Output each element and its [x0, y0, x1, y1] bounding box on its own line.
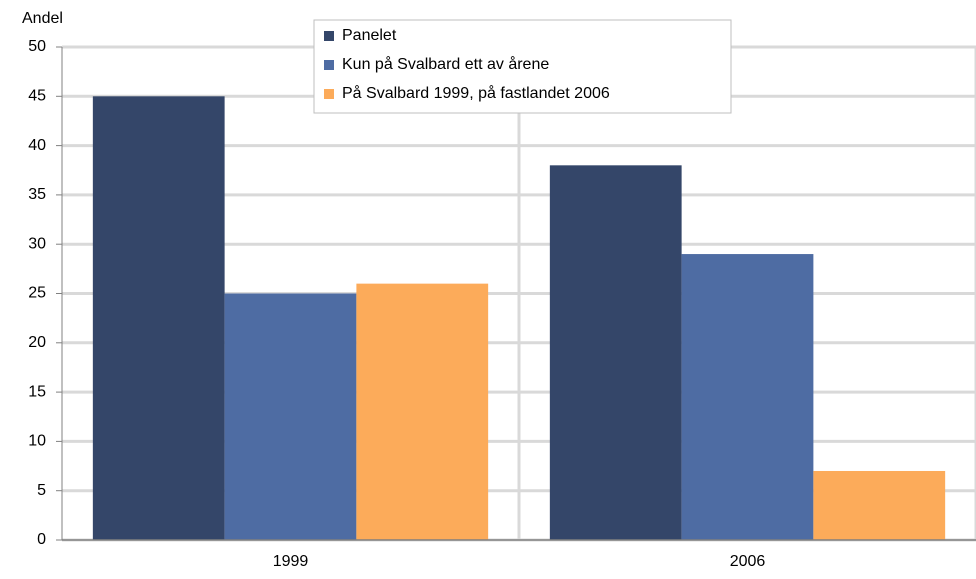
bar — [92, 96, 225, 541]
bar — [224, 293, 357, 540]
y-tick-label: 10 — [28, 433, 46, 450]
y-tick-label: 50 — [28, 38, 46, 55]
y-tick-label: 5 — [37, 482, 46, 499]
legend-label: På Svalbard 1999, på fastlandet 2006 — [342, 84, 610, 102]
y-tick-label: 0 — [37, 531, 46, 548]
y-tick-label: 15 — [28, 383, 46, 400]
y-tick-label: 30 — [28, 235, 46, 252]
legend-label: Kun på Svalbard ett av årene — [342, 55, 549, 73]
bar — [549, 165, 682, 540]
legend-swatch — [324, 31, 334, 41]
y-tick-label: 45 — [28, 88, 46, 105]
bar — [356, 283, 489, 540]
y-tick-label: 20 — [28, 334, 46, 351]
y-axis-label: Andel — [22, 10, 63, 27]
legend-box — [313, 19, 732, 114]
legend-label: Panelet — [342, 27, 397, 44]
x-tick-label: 1999 — [273, 553, 309, 570]
legend-swatch — [324, 89, 334, 99]
y-tick-label: 35 — [28, 186, 46, 203]
bar — [681, 254, 814, 540]
y-tick-label: 25 — [28, 285, 46, 302]
bar — [813, 470, 946, 540]
legend-swatch — [324, 60, 334, 70]
x-tick-label: 2006 — [730, 553, 766, 570]
y-tick-label: 40 — [28, 137, 46, 154]
